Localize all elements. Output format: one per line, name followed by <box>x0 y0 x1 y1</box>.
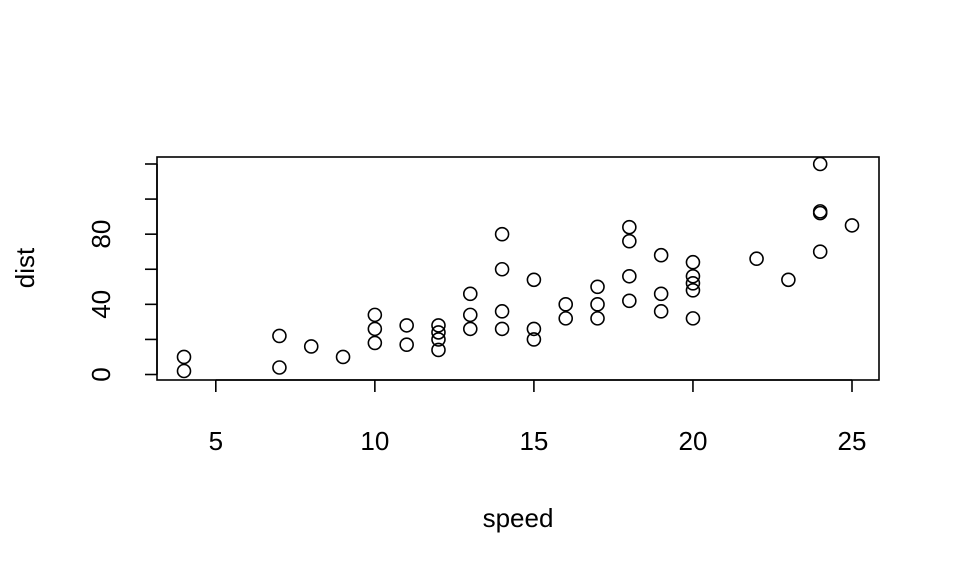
data-point <box>494 321 510 337</box>
data-point <box>462 286 478 302</box>
data-point <box>176 363 192 379</box>
data-point <box>462 307 478 323</box>
y-axis-label: dist <box>10 247 40 288</box>
data-point <box>431 342 446 358</box>
plot-frame <box>156 156 880 381</box>
data-point <box>462 321 478 337</box>
x-tick-label: 15 <box>519 426 548 456</box>
x-tick-label: 25 <box>838 426 867 456</box>
data-point <box>622 219 637 235</box>
data-point <box>558 311 574 326</box>
data-point <box>590 297 605 312</box>
y-tick-label: 0 <box>86 367 116 381</box>
data-point <box>431 318 446 333</box>
data-point <box>622 268 637 284</box>
x-axis-label: speed <box>483 503 554 533</box>
data-point <box>272 360 287 375</box>
data-points <box>176 156 860 379</box>
data-point <box>590 311 605 326</box>
x-tick-label: 5 <box>209 426 223 456</box>
data-point <box>812 244 828 260</box>
data-point <box>844 218 860 233</box>
x-axis: 5 10 15 20 25 <box>209 379 867 456</box>
data-point <box>335 349 351 365</box>
data-point <box>749 251 764 267</box>
data-point <box>303 339 319 354</box>
data-point <box>176 349 192 365</box>
data-point <box>622 293 637 309</box>
data-point <box>653 286 669 302</box>
data-point <box>399 337 414 352</box>
y-tick-label: 80 <box>86 220 116 249</box>
data-point <box>526 272 542 288</box>
data-point <box>685 254 701 270</box>
data-point <box>590 279 605 295</box>
x-tick-label: 10 <box>360 426 389 456</box>
data-point <box>367 307 383 323</box>
data-point <box>781 272 796 288</box>
data-point <box>494 261 510 277</box>
y-axis: 0 40 80 <box>86 163 158 382</box>
data-point <box>685 268 701 284</box>
data-point <box>558 297 574 312</box>
data-point <box>272 328 287 344</box>
data-point <box>431 325 446 340</box>
data-point <box>653 304 669 319</box>
data-point <box>685 283 701 298</box>
data-point <box>526 321 542 337</box>
data-point <box>367 321 383 337</box>
data-point <box>685 275 701 291</box>
data-point <box>685 311 701 326</box>
data-point <box>494 304 510 319</box>
x-tick-label: 20 <box>678 426 707 456</box>
data-point <box>653 247 669 263</box>
data-point <box>367 335 383 351</box>
data-point <box>399 318 414 333</box>
data-point <box>494 226 510 242</box>
data-point <box>812 156 828 172</box>
data-point <box>431 332 446 347</box>
data-point <box>622 233 637 249</box>
data-point <box>812 204 828 219</box>
data-point <box>526 332 542 347</box>
y-tick-label: 40 <box>86 290 116 319</box>
